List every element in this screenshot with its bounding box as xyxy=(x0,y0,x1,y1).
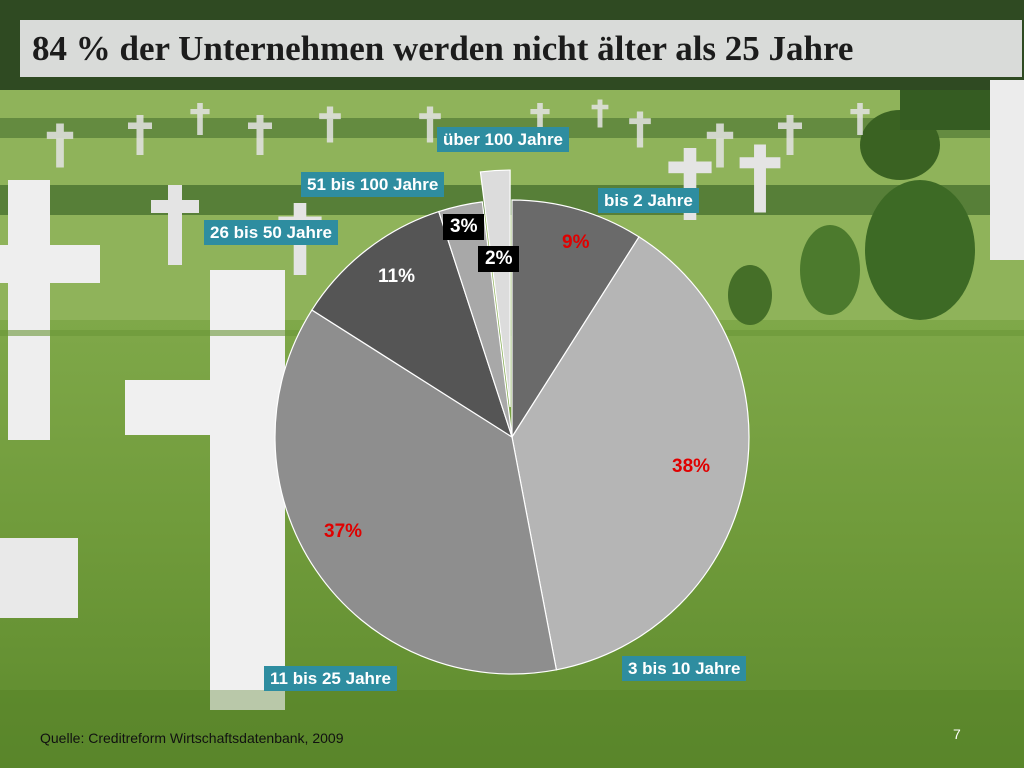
pie-slice-ueber-100-jahre xyxy=(479,169,511,408)
value-label-bis-2-jahre: 9% xyxy=(562,232,590,253)
pie-slice-51-bis-100-jahre xyxy=(438,201,513,438)
page-number: 7 xyxy=(953,726,961,742)
page-title: 84 % der Unternehmen werden nicht älter … xyxy=(32,29,854,68)
value-label-26-bis-50-jahre: 11% xyxy=(378,266,415,287)
category-label-26-bis-50-jahre: 26 bis 50 Jahre xyxy=(204,220,338,245)
value-label-11-bis-25-jahre: 37% xyxy=(324,521,363,542)
category-label-bis-2-jahre: bis 2 Jahre xyxy=(598,188,699,213)
value-label-ueber-100-jahre: 2% xyxy=(478,246,520,272)
category-label-11-bis-25-jahre: 11 bis 25 Jahre xyxy=(264,666,397,691)
category-label-3-bis-10-jahre: 3 bis 10 Jahre xyxy=(622,656,747,681)
value-label-51-bis-100-jahre: 3% xyxy=(443,214,485,240)
category-label-ueber-100-jahre: über 100 Jahre xyxy=(437,127,570,152)
value-label-3-bis-10-jahre: 38% xyxy=(672,456,711,477)
pie-slice-3-bis-10-jahre xyxy=(511,236,750,671)
pie-slice-11-bis-25-jahre xyxy=(274,309,558,675)
pie-slice-bis-2-jahre xyxy=(511,199,640,440)
pie-slice-26-bis-50-jahre xyxy=(311,210,514,439)
title-bar: 84 % der Unternehmen werden nicht älter … xyxy=(20,20,1022,77)
category-label-51-bis-100-jahre: 51 bis 100 Jahre xyxy=(301,172,445,197)
source-note: Quelle: Creditreform Wirtschaftsdatenban… xyxy=(40,730,344,746)
